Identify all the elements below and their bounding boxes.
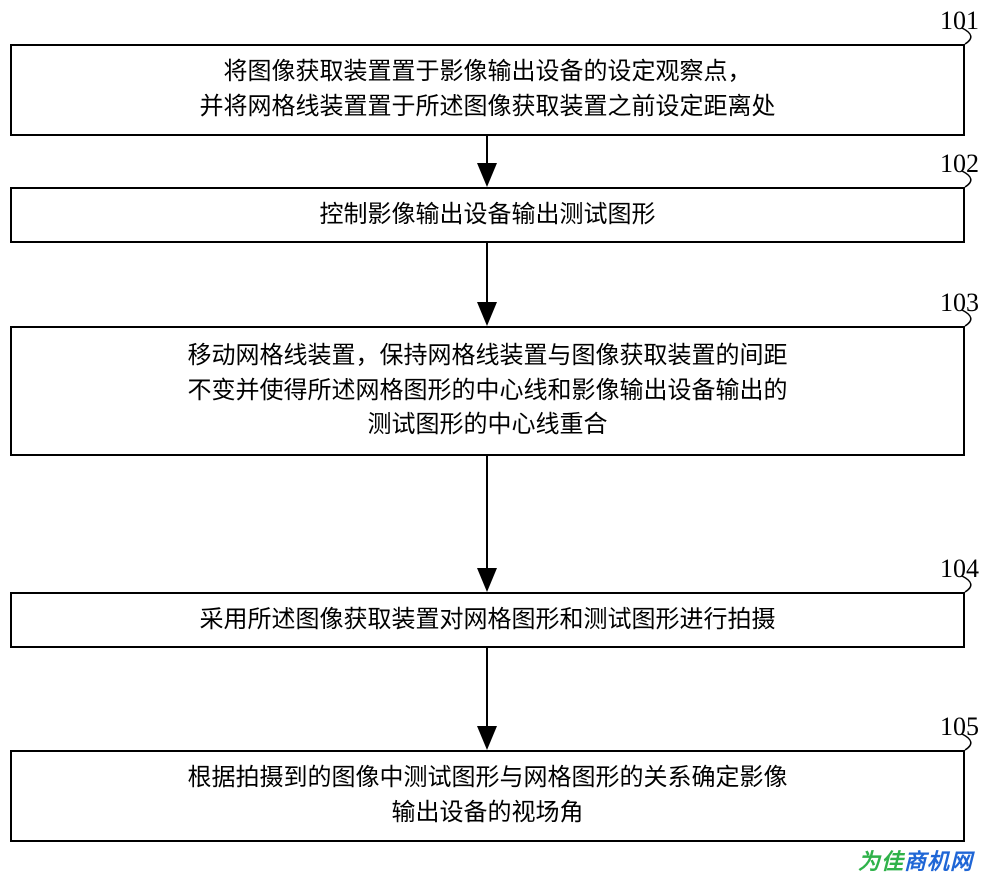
watermark: 为佳商机网 [858, 844, 973, 876]
flow-step-text: 将图像获取装置置于影像输出设备的设定观察点，并将网格线装置置于所述图像获取装置之… [200, 55, 776, 125]
flow-step-text: 移动网格线装置，保持网格线装置与图像获取装置的间距不变并使得所述网格图形的中心线… [188, 339, 788, 443]
watermark-part2: 商机网 [904, 849, 973, 874]
step-label-105: 105 [940, 712, 979, 742]
flow-step-105: 根据拍摄到的图像中测试图形与网格图形的关系确定影像输出设备的视场角 [10, 750, 965, 842]
step-label-101: 101 [940, 6, 979, 36]
step-label-103: 103 [940, 288, 979, 318]
flow-step-text: 根据拍摄到的图像中测试图形与网格图形的关系确定影像输出设备的视场角 [188, 761, 788, 831]
flow-step-102: 控制影像输出设备输出测试图形 [10, 187, 965, 243]
flow-step-text: 控制影像输出设备输出测试图形 [320, 198, 656, 233]
flow-step-text: 采用所述图像获取装置对网格图形和测试图形进行拍摄 [200, 603, 776, 638]
flow-step-104: 采用所述图像获取装置对网格图形和测试图形进行拍摄 [10, 592, 965, 648]
flow-step-101: 将图像获取装置置于影像输出设备的设定观察点，并将网格线装置置于所述图像获取装置之… [10, 44, 965, 136]
step-label-104: 104 [940, 554, 979, 584]
watermark-part1: 为佳 [858, 849, 904, 874]
flow-step-103: 移动网格线装置，保持网格线装置与图像获取装置的间距不变并使得所述网格图形的中心线… [10, 326, 965, 456]
step-label-102: 102 [940, 149, 979, 179]
